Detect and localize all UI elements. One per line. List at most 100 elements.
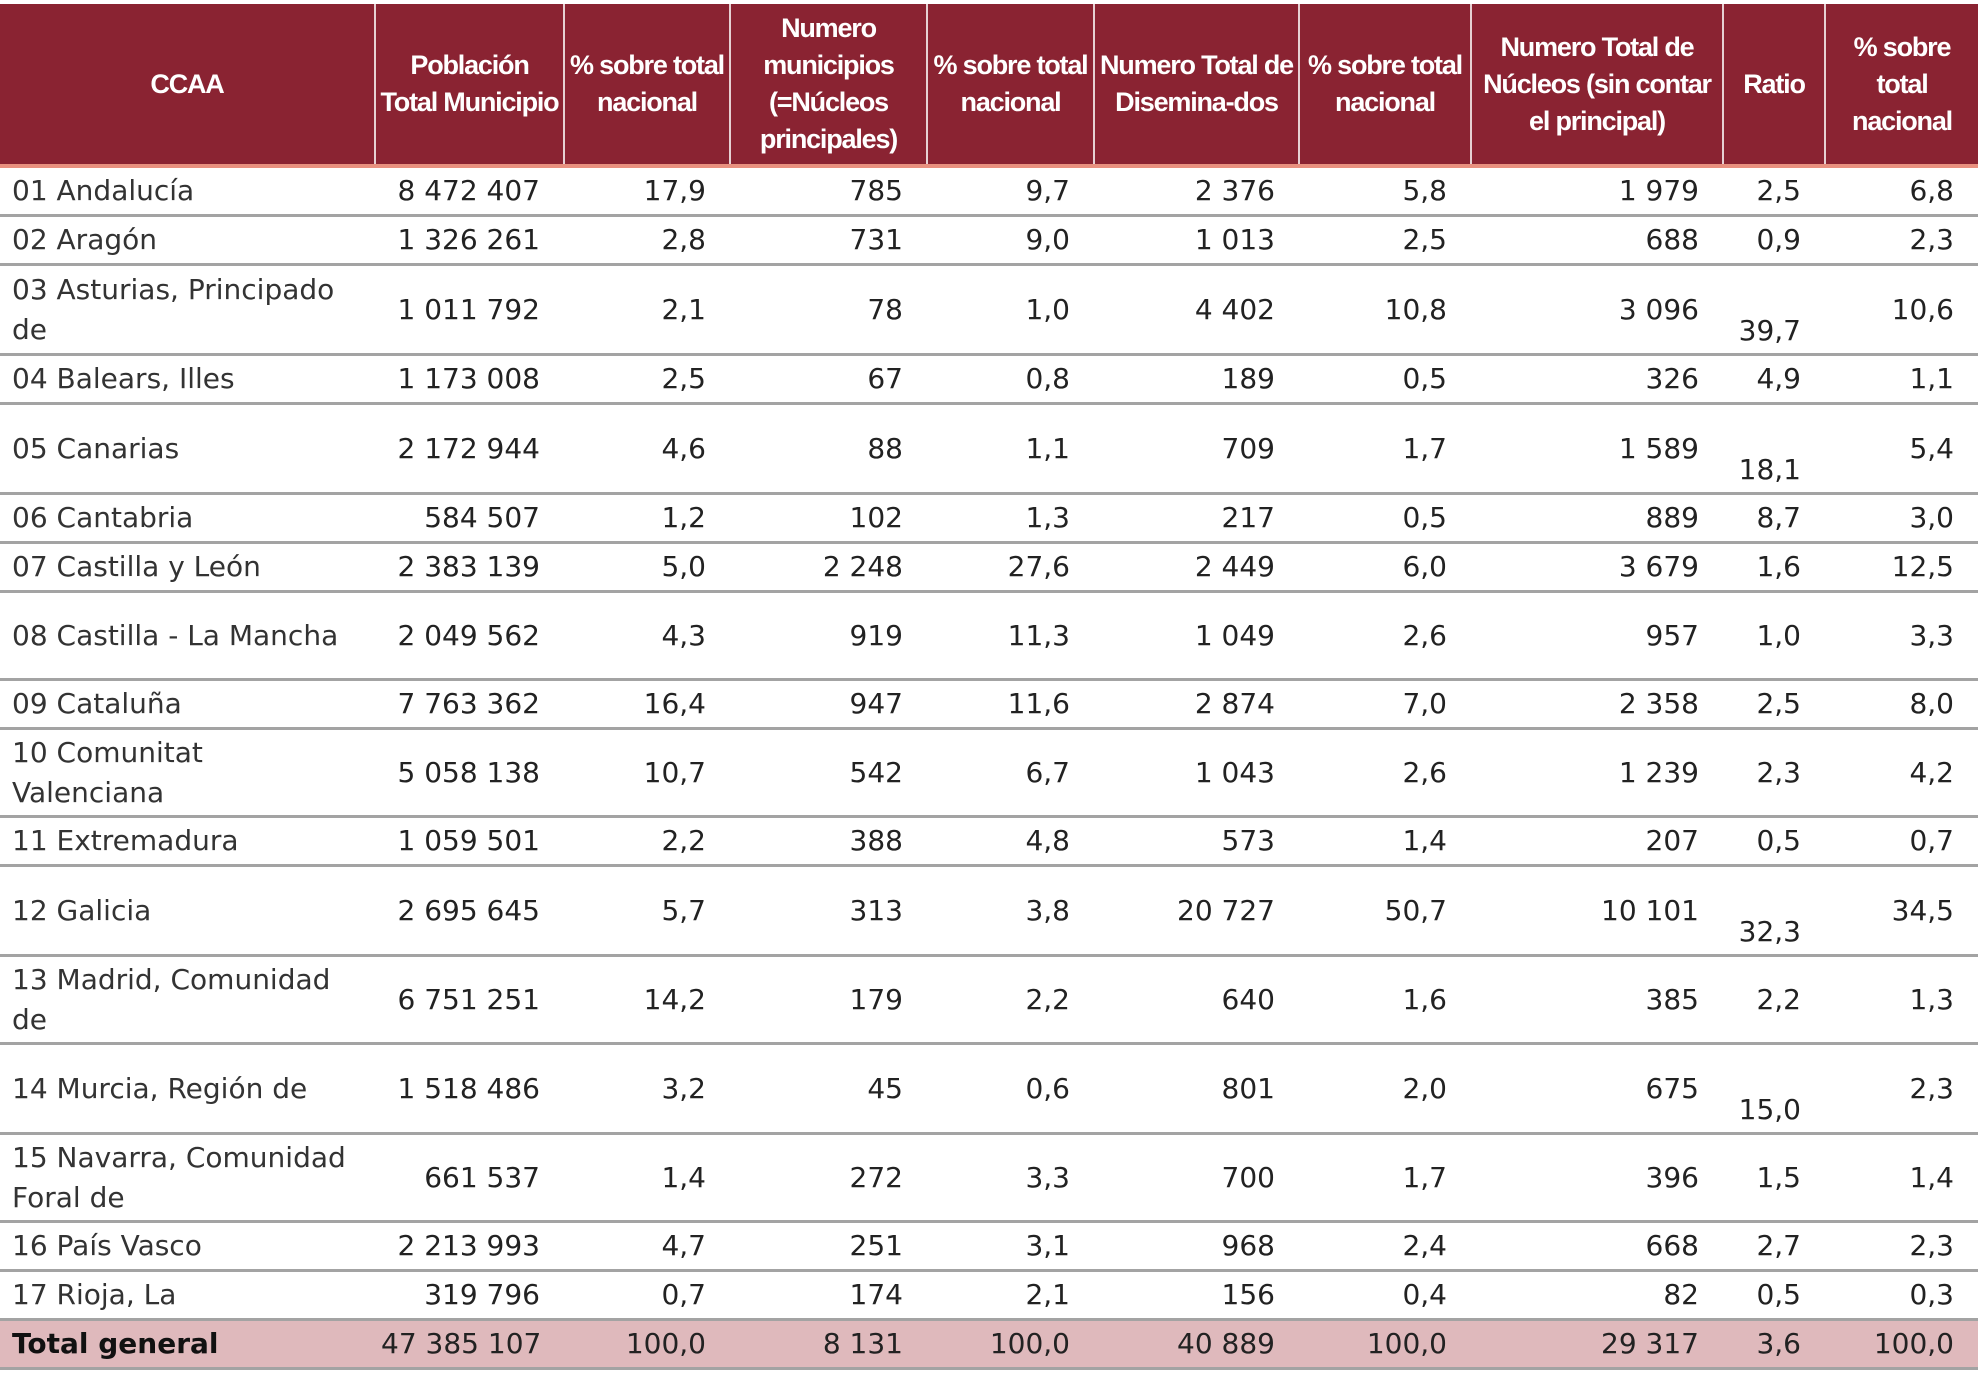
cell-diseminados: 20 727 xyxy=(1094,865,1299,957)
cell-diseminados: 4 402 xyxy=(1094,264,1299,356)
cell-pct-nucleos: 5,4 xyxy=(1825,403,1978,495)
cell-nucleos: 326 xyxy=(1471,354,1723,405)
cell-municipios: 731 xyxy=(730,215,927,266)
cell-pct-nucleos: 1,1 xyxy=(1825,354,1978,405)
cell-pct-nucleos: 1,3 xyxy=(1825,955,1978,1045)
cell-pct-nucleos: 8,0 xyxy=(1825,679,1978,730)
cell-municipios: 67 xyxy=(730,354,927,405)
header-pct-poblacion: % sobre total nacional xyxy=(563,4,730,168)
cell-pct-poblacion: 3,2 xyxy=(564,1043,730,1135)
cell-poblacion: 2 049 562 xyxy=(375,591,564,681)
cell-ccaa: 05 Canarias xyxy=(0,403,375,495)
cell-pct-nucleos: 34,5 xyxy=(1825,865,1978,957)
cell-pct-diseminados: 0,4 xyxy=(1299,1270,1471,1321)
cell-pct-nucleos: 6,8 xyxy=(1825,166,1978,217)
cell-poblacion: 2 172 944 xyxy=(375,403,564,495)
cell-municipios: 179 xyxy=(730,955,927,1045)
cell-nucleos: 675 xyxy=(1471,1043,1723,1135)
cell-municipios: 45 xyxy=(730,1043,927,1135)
cell-ccaa: Total general xyxy=(0,1319,375,1370)
cell-ratio: 2,5 xyxy=(1723,166,1825,217)
cell-pct-poblacion: 17,9 xyxy=(564,166,730,217)
cell-municipios: 388 xyxy=(730,816,927,867)
cell-pct-nucleos: 100,0 xyxy=(1825,1319,1978,1370)
cell-pct-nucleos: 3,0 xyxy=(1825,493,1978,544)
cell-pct-municipios: 11,6 xyxy=(927,679,1094,730)
cell-poblacion: 6 751 251 xyxy=(375,955,564,1045)
table-body: 01 Andalucía 8 472 407 17,9 785 9,7 2 376 5,8 1… xyxy=(0,166,1978,1370)
cell-poblacion: 5 058 138 xyxy=(375,728,564,818)
cell-poblacion: 8 472 407 xyxy=(375,166,564,217)
cell-municipios: 272 xyxy=(730,1133,927,1223)
cell-nucleos: 396 xyxy=(1471,1133,1723,1223)
cell-pct-municipios: 9,0 xyxy=(927,215,1094,266)
cell-municipios: 102 xyxy=(730,493,927,544)
cell-diseminados: 217 xyxy=(1094,493,1299,544)
cell-ccaa: 10 Comunitat Valenciana xyxy=(0,728,375,818)
cell-pct-nucleos: 4,2 xyxy=(1825,728,1978,818)
cell-ccaa: 14 Murcia, Región de xyxy=(0,1043,375,1135)
cell-ratio: 2,7 xyxy=(1723,1221,1825,1272)
cell-nucleos: 3 096 xyxy=(1471,264,1723,356)
cell-ratio: 15,0 xyxy=(1723,1043,1825,1135)
cell-pct-municipios: 11,3 xyxy=(927,591,1094,681)
cell-nucleos: 1 589 xyxy=(1471,403,1723,495)
cell-diseminados: 2 874 xyxy=(1094,679,1299,730)
cell-poblacion: 1 059 501 xyxy=(375,816,564,867)
cell-pct-municipios: 100,0 xyxy=(927,1319,1094,1370)
cell-pct-nucleos: 2,3 xyxy=(1825,1221,1978,1272)
cell-pct-poblacion: 5,7 xyxy=(564,865,730,957)
cell-diseminados: 801 xyxy=(1094,1043,1299,1135)
cell-diseminados: 156 xyxy=(1094,1270,1299,1321)
cell-ratio: 0,9 xyxy=(1723,215,1825,266)
cell-nucleos: 2 358 xyxy=(1471,679,1723,730)
table-row: 14 Murcia, Región de 1 518 486 3,2 45 0,6 801… xyxy=(0,1043,1978,1135)
header-ratio: Ratio xyxy=(1722,4,1825,168)
table-row: 17 Rioja, La 319 796 0,7 174 2,1 156 0,4 82 0,5 0… xyxy=(0,1270,1978,1321)
table-row: 11 Extremadura 1 059 501 2,2 388 4,8 573 1,4 20… xyxy=(0,816,1978,867)
ccaa-statistics-table: CCAA Población Total Municipio% sobre tot… xyxy=(0,4,1978,1370)
cell-pct-poblacion: 2,2 xyxy=(564,816,730,867)
cell-poblacion: 1 173 008 xyxy=(375,354,564,405)
cell-pct-poblacion: 2,5 xyxy=(564,354,730,405)
table-row: 12 Galicia 2 695 645 5,7 313 3,8 20 727 50,7 10… xyxy=(0,865,1978,957)
table-row: 02 Aragón 1 326 261 2,8 731 9,0 1 013 2,5 688 0,… xyxy=(0,215,1978,266)
cell-ratio: 0,5 xyxy=(1723,816,1825,867)
cell-pct-poblacion: 1,4 xyxy=(564,1133,730,1223)
total-row: Total general 47 385 107 100,0 8 131 100,0 40… xyxy=(0,1319,1978,1370)
cell-ratio: 2,3 xyxy=(1723,728,1825,818)
cell-diseminados: 189 xyxy=(1094,354,1299,405)
cell-pct-municipios: 6,7 xyxy=(927,728,1094,818)
cell-diseminados: 573 xyxy=(1094,816,1299,867)
cell-pct-municipios: 0,6 xyxy=(927,1043,1094,1135)
cell-pct-diseminados: 1,7 xyxy=(1299,1133,1471,1223)
cell-poblacion: 2 695 645 xyxy=(375,865,564,957)
cell-ccaa: 15 Navarra, Comunidad Foral de xyxy=(0,1133,375,1223)
cell-ratio: 0,5 xyxy=(1723,1270,1825,1321)
cell-pct-diseminados: 5,8 xyxy=(1299,166,1471,217)
cell-poblacion: 7 763 362 xyxy=(375,679,564,730)
cell-pct-diseminados: 1,6 xyxy=(1299,955,1471,1045)
cell-pct-municipios: 2,2 xyxy=(927,955,1094,1045)
cell-pct-diseminados: 2,6 xyxy=(1299,728,1471,818)
cell-diseminados: 709 xyxy=(1094,403,1299,495)
cell-pct-nucleos: 12,5 xyxy=(1825,542,1978,593)
cell-ratio: 2,5 xyxy=(1723,679,1825,730)
cell-municipios: 174 xyxy=(730,1270,927,1321)
cell-ratio: 1,0 xyxy=(1723,591,1825,681)
cell-poblacion: 1 011 792 xyxy=(375,264,564,356)
cell-poblacion: 2 213 993 xyxy=(375,1221,564,1272)
cell-pct-poblacion: 0,7 xyxy=(564,1270,730,1321)
cell-poblacion: 1 326 261 xyxy=(375,215,564,266)
table-row: 07 Castilla y León 2 383 139 5,0 2 248 27,6 2… xyxy=(0,542,1978,593)
cell-ccaa: 13 Madrid, Comunidad de xyxy=(0,955,375,1045)
cell-nucleos: 385 xyxy=(1471,955,1723,1045)
cell-diseminados: 2 376 xyxy=(1094,166,1299,217)
header-row: CCAA Población Total Municipio% sobre tot… xyxy=(0,4,1978,168)
cell-pct-diseminados: 0,5 xyxy=(1299,354,1471,405)
cell-pct-municipios: 1,1 xyxy=(927,403,1094,495)
cell-pct-municipios: 9,7 xyxy=(927,166,1094,217)
cell-pct-poblacion: 16,4 xyxy=(564,679,730,730)
header-pct-nucleos: % sobre total nacional xyxy=(1824,4,1978,168)
cell-ccaa: 17 Rioja, La xyxy=(0,1270,375,1321)
